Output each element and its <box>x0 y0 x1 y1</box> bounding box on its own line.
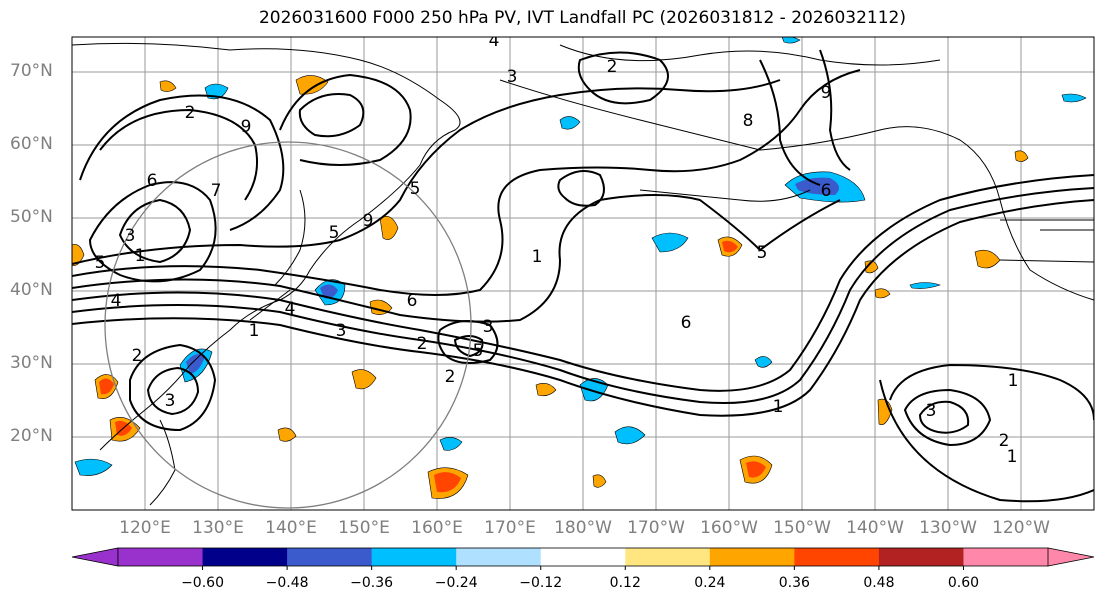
contour-label: 4 <box>285 299 296 319</box>
colorbar-segment <box>456 548 542 566</box>
contour-label: 1 <box>532 247 543 267</box>
latitude-label: 50°N <box>10 207 53 227</box>
colorbar-frame <box>117 547 1049 567</box>
colorbar-segment <box>287 548 373 566</box>
contour-label: 2 <box>417 334 428 354</box>
pv-shading <box>72 37 1087 499</box>
longitude-label: 140°E <box>265 518 317 538</box>
contour-label: 1 <box>1007 447 1018 467</box>
contour-label: 7 <box>211 181 222 201</box>
latitude-label: 30°N <box>10 353 53 373</box>
latitude-label: 60°N <box>10 134 53 154</box>
coastlines <box>72 42 1094 506</box>
colorbar-extend-high <box>1047 547 1095 567</box>
contour-label: 8 <box>743 111 754 131</box>
contour-label: 3 <box>507 67 518 87</box>
colorbar-tick-label: 0.24 <box>694 575 726 591</box>
colorbar-tick-label: −0.48 <box>265 575 309 591</box>
contour-label: 1 <box>135 246 146 266</box>
latitude-label: 20°N <box>10 426 53 446</box>
colorbar-extend-low <box>71 547 119 567</box>
colorbar-segment <box>963 548 1049 566</box>
contour-label: 3 <box>483 317 494 337</box>
longitude-label: 180°W <box>554 518 612 538</box>
contour-label: 1 <box>249 321 260 341</box>
longitude-label: 130°W <box>919 518 977 538</box>
contour-label: 5 <box>95 253 106 273</box>
colorbar <box>71 547 1095 570</box>
contour-label: 2 <box>999 431 1010 451</box>
contour-label: 5 <box>473 341 484 361</box>
contour-label: 4 <box>489 31 500 51</box>
contour-label: 2 <box>445 367 456 387</box>
contour-label: 5 <box>410 179 421 199</box>
contour-label: 3 <box>926 401 937 421</box>
contour-label: 9 <box>363 211 374 231</box>
colorbar-tick-label: 0.60 <box>947 575 980 591</box>
map-frame <box>71 36 1095 511</box>
contour-label: 1 <box>1008 371 1019 391</box>
colorbar-tick-label: −0.24 <box>434 575 478 591</box>
colorbar-segment <box>878 548 964 566</box>
longitude-label: 130°E <box>192 518 244 538</box>
contour-label: 6 <box>821 181 832 201</box>
contour-label: 9 <box>821 83 832 103</box>
colorbar-segment <box>118 548 204 566</box>
longitude-label: 160°E <box>411 518 463 538</box>
contour-label: 4 <box>111 291 122 311</box>
longitude-label: 170°W <box>627 518 685 538</box>
colorbar-segment <box>709 548 795 566</box>
longitude-label: 120°E <box>119 518 171 538</box>
longitude-label: 120°W <box>992 518 1050 538</box>
colorbar-tick-label: −0.36 <box>350 575 394 591</box>
longitude-label: 140°W <box>846 518 904 538</box>
contour-label: 1 <box>773 397 784 417</box>
contour-label: 5 <box>757 243 768 263</box>
longitude-label: 170°E <box>484 518 536 538</box>
contour-label: 6 <box>407 291 418 311</box>
longitude-label: 150°W <box>773 518 831 538</box>
contour-label: 2 <box>185 103 196 123</box>
contour-label: 6 <box>681 313 692 333</box>
longitude-label: 160°W <box>700 518 758 538</box>
contour-label: 3 <box>165 391 176 411</box>
colorbar-tick-label: −0.60 <box>181 575 224 591</box>
landfall-radius-circle <box>104 141 472 509</box>
colorbar-segment <box>625 548 711 566</box>
colorbar-segment <box>202 548 288 566</box>
latitude-label: 70°N <box>10 61 53 81</box>
figure-title: 2026031600 F000 250 hPa PV, IVT Landfall… <box>258 8 906 28</box>
contour-label: 3 <box>125 226 136 246</box>
colorbar-segment <box>371 548 457 566</box>
contour-label: 6 <box>147 171 158 191</box>
colorbar-tick-label: 0.48 <box>863 575 895 591</box>
colorbar-segment <box>540 548 626 566</box>
pv-contours <box>72 49 1094 503</box>
contour-label: 9 <box>241 117 252 137</box>
contour-label: 2 <box>607 57 618 77</box>
contour-label: 2 <box>132 346 143 366</box>
colorbar-tick-label: 0.36 <box>778 575 810 591</box>
latitude-label: 40°N <box>10 280 53 300</box>
longitude-label: 150°E <box>338 518 390 538</box>
contour-label: 3 <box>336 321 347 341</box>
colorbar-tick-label: −0.12 <box>519 575 563 591</box>
contour-label: 5 <box>329 223 340 243</box>
colorbar-tick-label: 0.12 <box>609 575 641 591</box>
colorbar-segment <box>794 548 880 566</box>
